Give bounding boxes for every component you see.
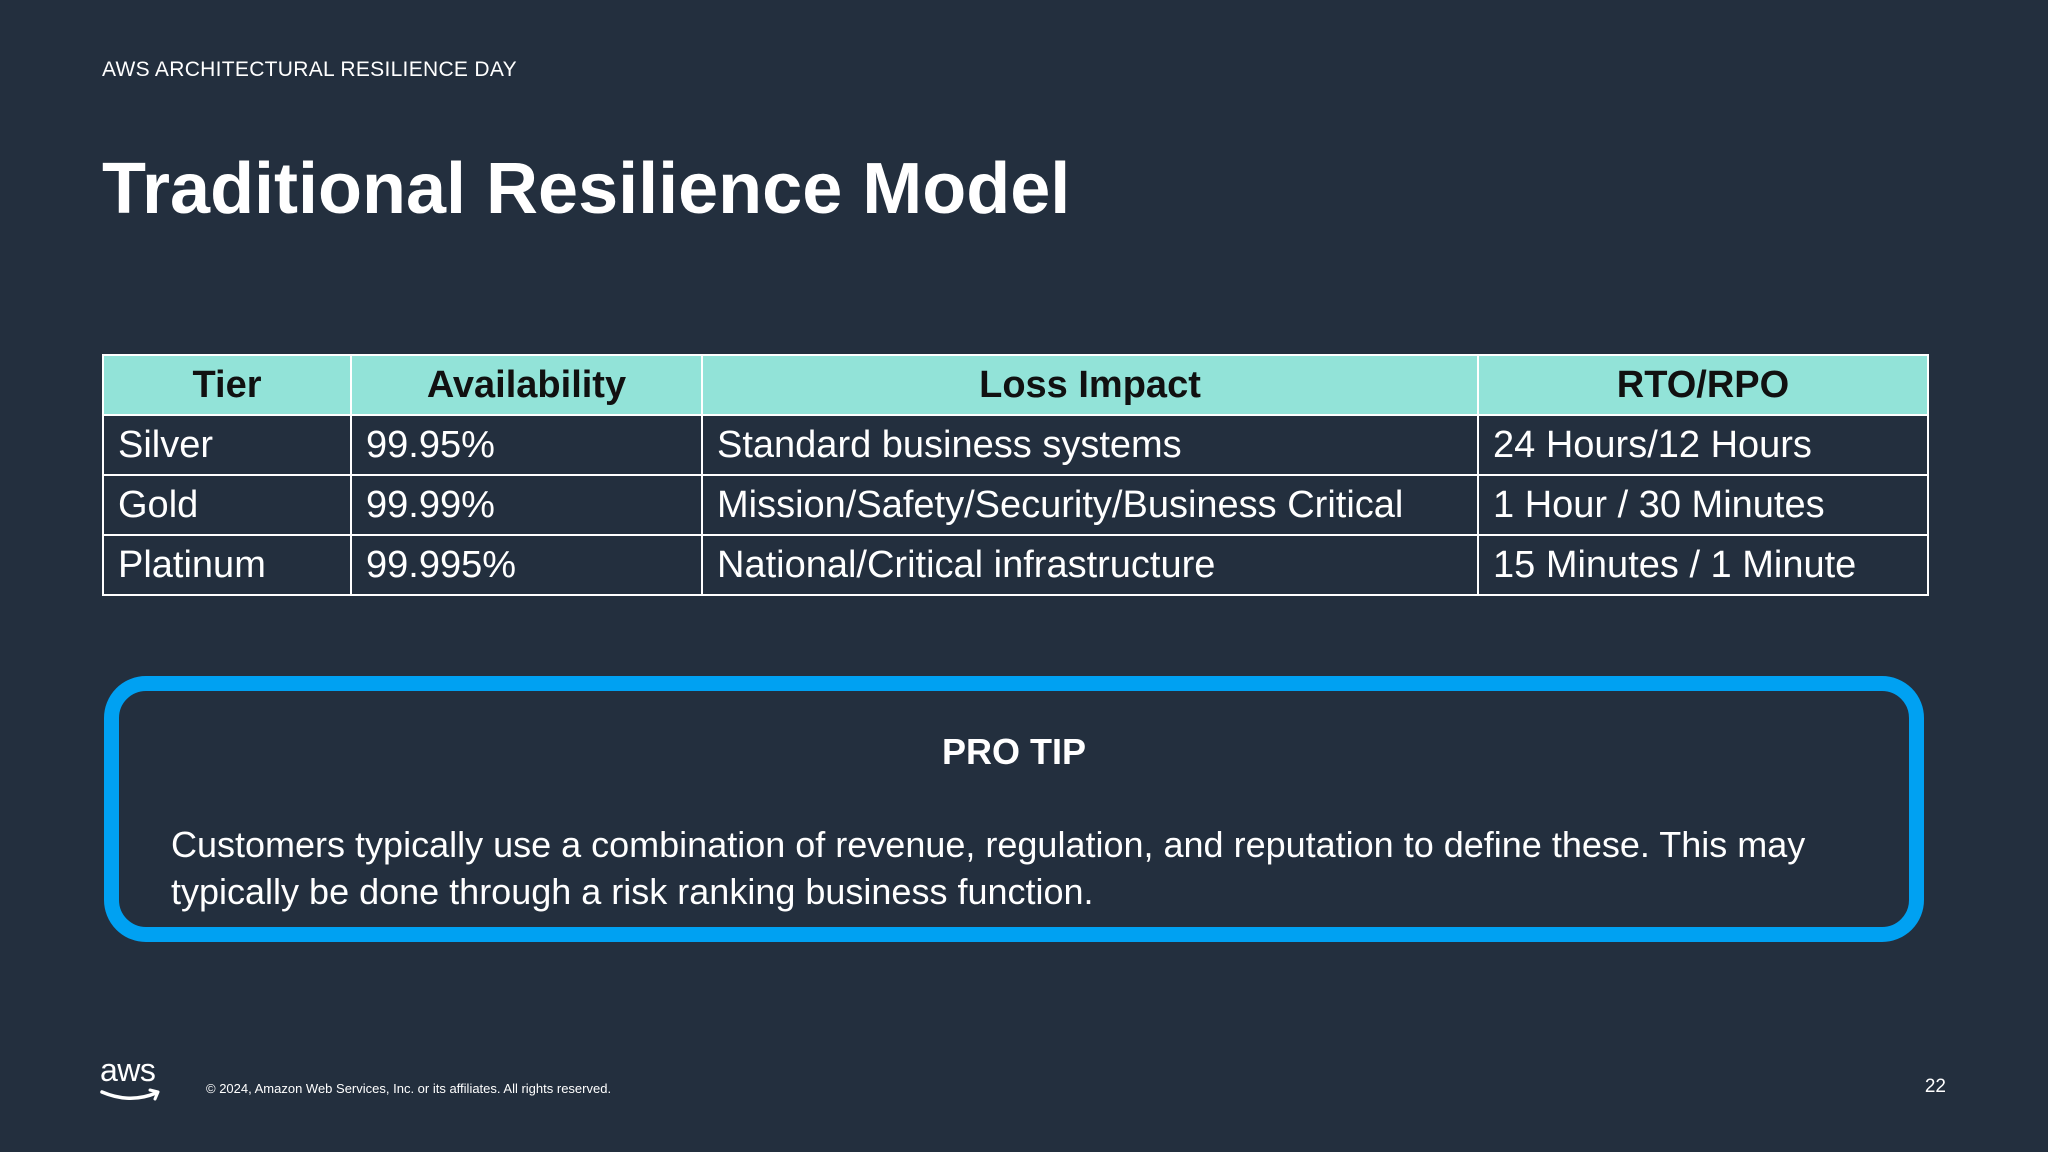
loss-impact-cell: Mission/Safety/Security/Business Critica… (701, 474, 1479, 536)
table-row: Platinum 99.995% National/Critical infra… (102, 534, 1929, 596)
page-number: 22 (1924, 1076, 1946, 1097)
column-header-tier: Tier (102, 354, 352, 416)
availability-cell: 99.995% (350, 534, 703, 596)
pro-tip-callout: PRO TIP Customers typically use a combin… (104, 676, 1924, 942)
resilience-table: Tier Availability Loss Impact RTO/RPO Si… (102, 354, 1929, 596)
availability-cell: 99.95% (350, 414, 703, 476)
column-header-rto-rpo: RTO/RPO (1477, 354, 1929, 416)
table-header-row: Tier Availability Loss Impact RTO/RPO (102, 354, 1929, 416)
tier-cell: Gold (102, 474, 352, 536)
aws-logo: aws (100, 1052, 164, 1104)
column-header-availability: Availability (350, 354, 703, 416)
loss-impact-cell: National/Critical infrastructure (701, 534, 1479, 596)
rto-rpo-cell: 15 Minutes / 1 Minute (1477, 534, 1929, 596)
aws-logo-text: aws (100, 1052, 156, 1088)
table-row: Silver 99.95% Standard business systems … (102, 414, 1929, 476)
loss-impact-cell: Standard business systems (701, 414, 1479, 476)
rto-rpo-cell: 1 Hour / 30 Minutes (1477, 474, 1929, 536)
column-header-loss-impact: Loss Impact (701, 354, 1479, 416)
table-row: Gold 99.99% Mission/Safety/Security/Busi… (102, 474, 1929, 536)
tier-cell: Silver (102, 414, 352, 476)
availability-cell: 99.99% (350, 474, 703, 536)
aws-smile-icon (100, 1088, 160, 1101)
pro-tip-heading: PRO TIP (941, 731, 1087, 772)
tier-cell: Platinum (102, 534, 352, 596)
copyright-notice: © 2024, Amazon Web Services, Inc. or its… (206, 1081, 612, 1096)
pro-tip-body: Customers typically use a combination of… (171, 824, 1806, 912)
slide-title: Traditional Resilience Model (102, 149, 1071, 229)
rto-rpo-cell: 24 Hours/12 Hours (1477, 414, 1929, 476)
eyebrow-label: AWS ARCHITECTURAL RESILIENCE DAY (102, 58, 517, 81)
